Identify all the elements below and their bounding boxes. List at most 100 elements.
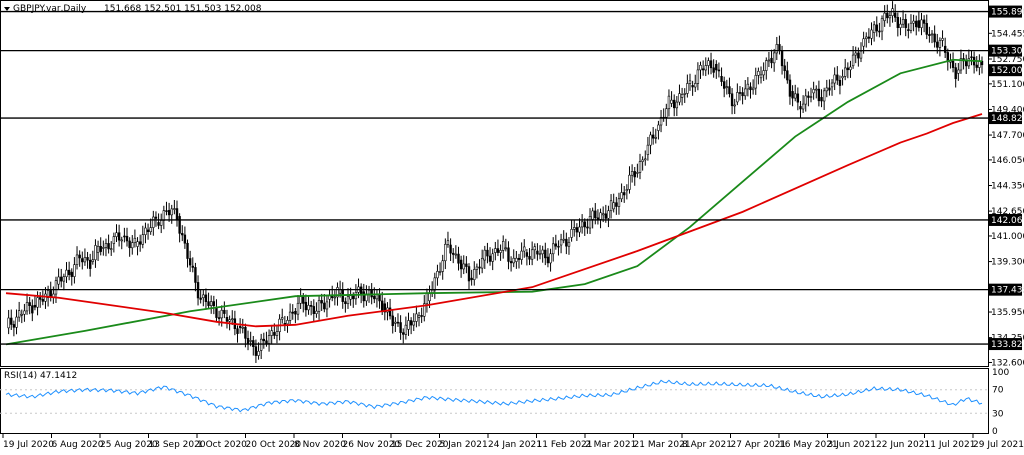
candle-body — [181, 233, 184, 236]
candle-body — [904, 19, 907, 28]
candle-body — [741, 92, 744, 97]
candle-body — [423, 303, 426, 317]
candle-body — [104, 243, 108, 248]
candle-body — [75, 254, 79, 265]
candle-body — [667, 95, 671, 110]
candle-body — [496, 248, 500, 253]
candle-body — [246, 338, 250, 344]
candle-body — [544, 249, 547, 259]
price-tick-label: 151.100 — [991, 80, 1024, 90]
candle-body — [220, 309, 223, 319]
candle-body — [307, 305, 310, 311]
candle-body — [444, 244, 447, 262]
candle-body — [241, 326, 244, 329]
candle-body — [120, 239, 123, 242]
candle-body — [822, 90, 826, 102]
candle-body — [551, 243, 555, 255]
candle-body — [281, 317, 284, 320]
candle-body — [591, 210, 594, 220]
candle-body — [617, 198, 621, 207]
candle-body — [349, 295, 352, 300]
dropdown-arrow-icon[interactable] — [4, 7, 10, 11]
candle-body — [394, 321, 397, 324]
candle-body — [599, 212, 602, 220]
candle-body — [115, 232, 118, 237]
rsi-pane-border — [0, 368, 989, 434]
candle-body — [402, 332, 405, 335]
candle-body — [291, 311, 294, 314]
candle-body — [943, 45, 947, 53]
candle-body — [775, 44, 779, 54]
candle-body — [483, 249, 486, 261]
candle-body — [204, 294, 208, 302]
candle-body — [15, 316, 18, 328]
candle-body — [117, 232, 121, 241]
candle-body — [644, 158, 647, 161]
candle-body — [294, 310, 297, 315]
candle-body — [149, 227, 152, 233]
candle-body — [94, 245, 97, 261]
candle-body — [659, 117, 663, 126]
candle-body — [160, 220, 163, 226]
candle-body — [315, 310, 318, 314]
candle-body — [796, 93, 800, 103]
candle-body — [909, 22, 913, 31]
time-tick-label: 2 Mar 2021 — [585, 440, 636, 450]
candle-body — [875, 24, 878, 32]
candle-body — [717, 69, 721, 72]
candle-body — [33, 304, 37, 308]
candle-body — [738, 92, 742, 94]
candle-body — [578, 226, 581, 233]
candle-body — [623, 192, 626, 196]
candle-body — [720, 76, 723, 82]
time-tick-label: 29 Jul 2021 — [973, 440, 1024, 450]
candle-body — [794, 93, 797, 99]
time-tick-label: 21 Mar 2021 — [634, 440, 691, 450]
candle-body — [167, 210, 171, 216]
price-tick-label: 139.300 — [991, 258, 1024, 268]
candle-body — [170, 208, 173, 216]
candle-body — [893, 12, 897, 18]
candle-body — [346, 296, 350, 305]
candle-body — [475, 266, 479, 270]
candle-body — [967, 58, 971, 67]
level-label-box — [988, 213, 1022, 226]
candle-body — [886, 12, 889, 19]
candle-body — [536, 250, 539, 255]
candle-body — [60, 276, 63, 282]
candle-body — [452, 252, 455, 255]
time-tick-label: 16 May 2021 — [779, 440, 838, 450]
candle-body — [917, 20, 921, 28]
candle-body — [883, 12, 886, 21]
time-tick-label: 13 Sep 2020 — [149, 440, 206, 450]
candle-body — [273, 332, 276, 336]
candle-body — [162, 210, 166, 221]
ohlc-values: 151.668 152.501 151.503 152.008 — [104, 4, 262, 14]
candle-body — [128, 240, 131, 249]
candle-body — [846, 67, 850, 71]
candle-body — [96, 245, 100, 253]
candle-body — [594, 210, 597, 219]
level-label: 153.304 — [991, 47, 1024, 57]
candle-body — [557, 245, 560, 248]
candle-body — [633, 171, 636, 178]
candle-body — [391, 315, 394, 327]
candle-body — [854, 52, 857, 56]
candle-body — [636, 172, 639, 174]
candle-body — [812, 89, 815, 94]
level-label-box — [988, 112, 1022, 125]
candle-body — [17, 310, 21, 318]
candle-body — [138, 241, 142, 245]
candle-body — [480, 257, 484, 269]
candle-body — [441, 260, 444, 272]
candle-body — [828, 87, 831, 91]
candle-body — [646, 144, 650, 155]
candle-body — [367, 289, 371, 295]
candle-body — [88, 259, 92, 269]
candle-body — [454, 253, 458, 256]
candle-body — [110, 248, 113, 250]
candle-body — [125, 235, 129, 242]
candle-body — [638, 161, 642, 173]
candle-body — [870, 29, 873, 39]
candle-body — [49, 290, 52, 298]
